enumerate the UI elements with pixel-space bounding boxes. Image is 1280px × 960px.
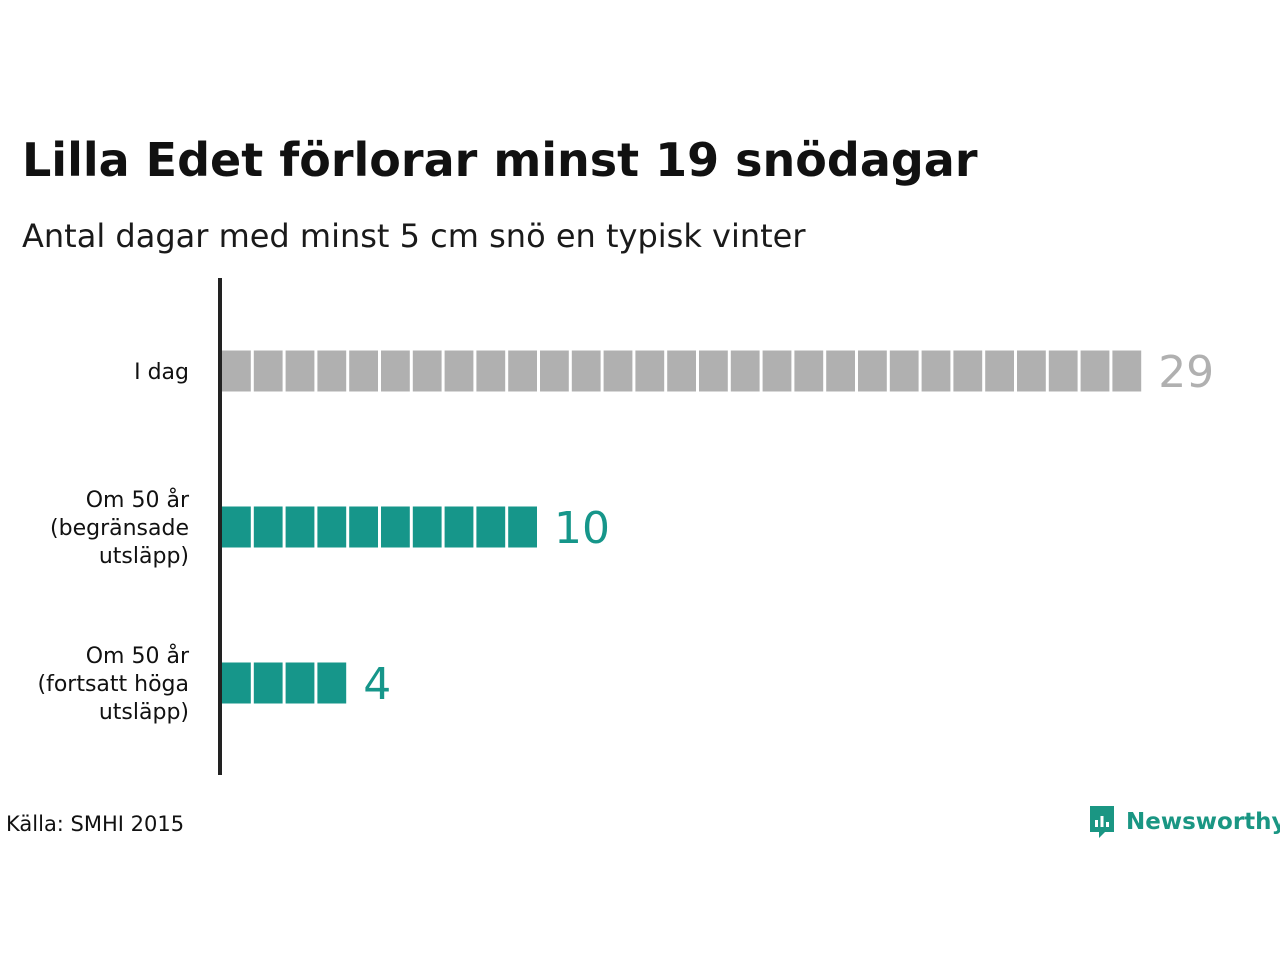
bar-unit [253,350,283,392]
bar-unit [730,350,760,392]
bar-unit [412,506,442,548]
bar-unit [1048,350,1078,392]
bar-unit [476,350,506,392]
bar-unit [571,350,601,392]
bar-unit [667,350,696,392]
bar-unit [317,506,347,548]
bar-unit [349,506,378,548]
bar-unit [953,350,983,392]
value-label: 29 [1158,347,1214,398]
bar-unit [317,350,347,392]
bar-unit [222,662,251,704]
bar-unit [762,350,792,392]
bar-unit [1112,350,1142,392]
chart-subtitle: Antal dagar med minst 5 cm snö en typisk… [22,217,806,255]
bar [222,506,537,548]
bar-unit [476,506,506,548]
chart-title: Lilla Edet förlorar minst 19 snödagar [22,133,978,187]
category-label: Om 50 år (begränsade utsläpp) [50,487,190,569]
bar-unit [222,350,251,392]
bar-unit [222,506,251,548]
bar-unit [858,350,887,392]
value-label: 10 [554,503,610,554]
bar-unit [285,350,315,392]
bar-unit [253,662,283,704]
bar-unit [381,350,410,392]
bar-unit [444,350,474,392]
bar-unit [285,506,315,548]
value-label: 4 [363,659,391,710]
bar-unit [921,350,951,392]
bar-unit [603,350,633,392]
bar-unit [699,350,728,392]
bar-unit [317,662,347,704]
brand-logo[interactable]: Newsworthy [1088,802,1280,842]
bar [222,350,1142,392]
bar-unit [794,350,824,392]
category-label: I dag [134,360,189,385]
bar-unit [985,350,1014,392]
bar-chart: I dag 29 Om 50 år (begränsade utsläpp) 10 Om 5… [38,278,1214,775]
bar-unit [508,350,537,392]
brand-name: Newsworthy [1126,809,1280,835]
bar-unit [1017,350,1046,392]
bar-unit [889,350,919,392]
bar-unit [285,662,315,704]
bar-unit [381,506,410,548]
bar-unit [349,350,378,392]
source-note: Källa: SMHI 2015 [6,812,185,836]
bar [222,662,347,704]
bar-unit [635,350,665,392]
bar-unit [1080,350,1110,392]
bar-unit [444,506,474,548]
bar-unit [540,350,569,392]
bar-unit [826,350,855,392]
bar-unit [508,506,537,548]
newsworthy-logo-icon [1090,806,1114,838]
bar-unit [253,506,283,548]
category-label: Om 50 år (fortsatt höga utsläpp) [38,643,190,725]
bar-unit [412,350,442,392]
